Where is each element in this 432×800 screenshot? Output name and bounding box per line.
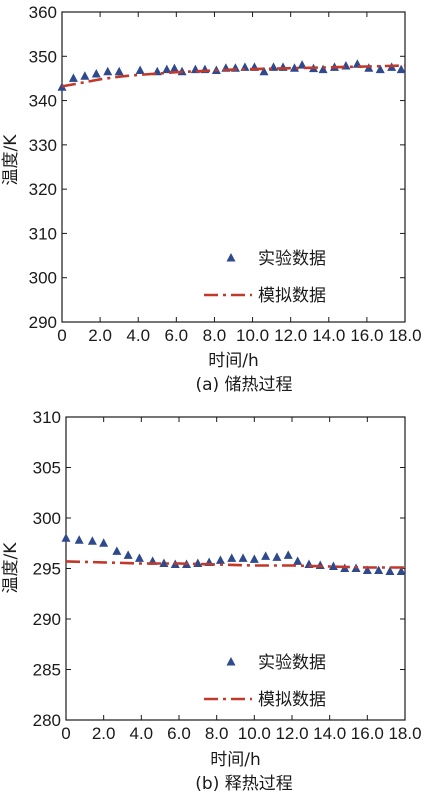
data-point-experimental (238, 553, 248, 562)
x-tick-label: 0 (57, 326, 66, 345)
legend-label-experimental: 实验数据 (258, 653, 326, 673)
data-point-experimental (103, 66, 113, 76)
chart-caption: (a) 储热过程 (195, 375, 292, 395)
y-tick-label: 300 (33, 509, 61, 528)
data-point-experimental (91, 69, 101, 78)
chart-caption: (b) 释热过程 (195, 774, 292, 794)
x-tick-label: 2.0 (92, 724, 116, 743)
x-tick-label: 12.0 (274, 326, 307, 345)
y-tick-label: 290 (33, 610, 61, 629)
x-tick-label: 18.0 (388, 326, 421, 345)
data-point-experimental (289, 63, 299, 72)
data-point-experimental (162, 64, 172, 74)
x-tick-label: 4.0 (130, 724, 154, 743)
data-point-experimental (259, 66, 269, 76)
data-point-experimental (293, 556, 303, 565)
data-point-experimental (283, 550, 293, 559)
y-tick-label: 305 (33, 459, 61, 478)
y-axis-label: 温度/K (1, 542, 21, 594)
x-tick-label: 10.0 (236, 326, 269, 345)
y-tick-label: 290 (29, 313, 57, 332)
data-point-experimental (375, 64, 385, 74)
data-point-experimental (99, 538, 109, 547)
data-point-experimental (315, 560, 325, 569)
data-point-experimental (385, 566, 395, 576)
x-tick-label: 14.0 (312, 326, 345, 345)
y-tick-label: 285 (33, 661, 61, 680)
data-point-experimental (61, 533, 71, 542)
legend-marker-experimental (226, 253, 236, 262)
y-tick-label: 310 (33, 408, 61, 427)
y-tick-label: 320 (29, 180, 57, 199)
y-tick-label: 360 (29, 3, 57, 22)
x-tick-label: 14.0 (313, 724, 346, 743)
x-axis-label: 时间/h (210, 750, 261, 770)
data-point-experimental (297, 60, 307, 69)
y-tick-label: 280 (33, 711, 61, 730)
data-point-experimental (159, 558, 169, 567)
plot-frame (61, 11, 406, 323)
chart-b: 280 285 290 295 300 305 310 0 2.0 4.0 6.0 8.0 10.0 12… (1, 408, 422, 794)
y-tick-label: 330 (29, 136, 57, 155)
x-tick-label: 16.0 (351, 724, 384, 743)
x-tick-label: 12.0 (275, 724, 308, 743)
simulation-line (65, 560, 405, 569)
data-point-experimental (374, 565, 384, 575)
data-point-experimental (215, 555, 225, 564)
data-point-experimental (123, 550, 133, 559)
legend-marker-experimental (226, 657, 236, 666)
data-point-experimental (261, 551, 271, 560)
data-point-experimental (396, 566, 406, 576)
data-point-experimental (362, 565, 372, 575)
y-tick-label: 295 (33, 560, 61, 579)
data-point-experimental (396, 64, 406, 74)
data-point-experimental (134, 553, 144, 562)
legend-label-simulation: 模拟数据 (258, 690, 326, 710)
x-tick-label: 6.0 (167, 724, 191, 743)
data-point-experimental (57, 82, 67, 91)
data-point-experimental (240, 62, 250, 71)
data-point-experimental (87, 536, 97, 545)
chart-a: 290 300 310 320 330 340 350 360 0 2.0 4.0 6.0 8.0 10.… (1, 3, 422, 395)
data-point-experimental (318, 64, 328, 74)
legend-label-simulation: 模拟数据 (258, 286, 326, 306)
x-tick-label: 2.0 (88, 326, 112, 345)
x-axis-label: 时间/h (208, 351, 259, 371)
y-tick-label: 350 (29, 47, 57, 66)
x-tick-label: 10.0 (238, 724, 271, 743)
x-tick-label: 18.0 (388, 724, 421, 743)
data-point-experimental (227, 553, 237, 562)
y-axis-label: 温度/K (1, 134, 21, 186)
data-point-experimental (74, 535, 84, 544)
y-tick-label: 340 (29, 92, 57, 111)
x-tick-label: 6.0 (165, 326, 189, 345)
x-tick-label: 8.0 (205, 724, 229, 743)
x-tick-label: 4.0 (126, 326, 150, 345)
data-point-experimental (249, 554, 259, 563)
y-tick-label: 300 (29, 269, 57, 288)
simulation-line (61, 64, 406, 88)
data-point-experimental (169, 63, 179, 73)
x-tick-label: 0 (61, 724, 70, 743)
data-point-experimental (114, 66, 124, 76)
y-tick-label: 310 (29, 224, 57, 243)
x-tick-label: 16.0 (350, 326, 383, 345)
data-point-experimental (80, 71, 90, 80)
x-tick-label: 8.0 (203, 326, 227, 345)
data-point-experimental (272, 552, 282, 561)
data-point-experimental (112, 546, 122, 555)
data-point-experimental (328, 561, 338, 570)
data-point-experimental (68, 73, 78, 82)
data-point-experimental (135, 65, 145, 74)
legend-label-experimental: 实验数据 (258, 249, 326, 269)
